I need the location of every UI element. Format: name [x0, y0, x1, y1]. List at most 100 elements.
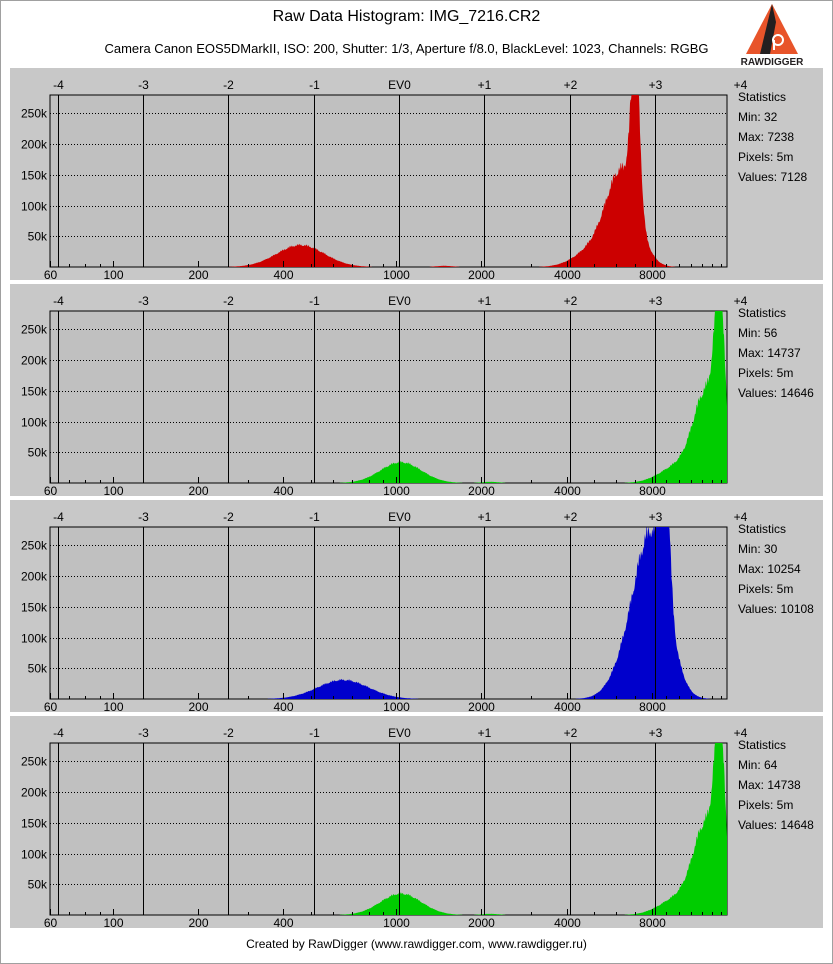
histogram-plot-b: 50k 100k 150k 200k 250k -4 -3 -2 -1 EV0 +1 +2 +3 +4 60… [21, 510, 748, 712]
ev-tick-label: -3 [138, 294, 149, 308]
x-tick-label: 8000 [639, 268, 666, 280]
x-tick-label: 200 [188, 484, 208, 496]
y-tick-label: 100k [21, 632, 48, 646]
histogram-area [50, 527, 727, 699]
stats-values: Values: 14648 [738, 818, 814, 832]
chart-subtitle: Camera Canon EOS5DMarkII, ISO: 200, Shut… [104, 41, 709, 56]
x-tick-label: 200 [188, 268, 208, 280]
ev-tick-label: EV0 [388, 510, 411, 524]
y-tick-label: 100k [21, 416, 48, 430]
x-tick-label: 100 [103, 700, 123, 712]
footer-credit: Created by RawDigger (www.rawdigger.com,… [246, 937, 587, 951]
ev-tick-label: +1 [478, 78, 492, 92]
x-tick-label: 4000 [554, 916, 581, 928]
ev-tick-label: +2 [564, 510, 578, 524]
stats-pixels: Pixels: 5m [738, 366, 794, 380]
stats-max: Max: 14737 [738, 346, 801, 360]
y-tick-label: 100k [21, 848, 48, 862]
logo-text: RAWDIGGER [741, 57, 804, 68]
ev-tick-label: -1 [309, 78, 320, 92]
x-tick-label: 2000 [468, 268, 495, 280]
stats-title: Statistics [738, 90, 787, 104]
histogram-panel-r: 50k 100k 150k 200k 250k -4 -3 -2 -1 EV0 +1 +2 +3 +4 60… [10, 68, 823, 280]
stats-title: Statistics [738, 522, 787, 536]
ev-tick-label: -3 [138, 726, 149, 740]
ev-tick-label: +2 [564, 294, 578, 308]
ev-tick-label: -2 [223, 78, 234, 92]
y-tick-label: 100k [21, 200, 48, 214]
stats-title: Statistics [738, 738, 787, 752]
ev-tick-label: +4 [734, 510, 748, 524]
ev-tick-label: -1 [309, 726, 320, 740]
stats-title: Statistics [738, 306, 787, 320]
x-tick-label: 4000 [554, 268, 581, 280]
ev-tick-label: -4 [53, 726, 64, 740]
chart-title: Raw Data Histogram: IMG_7216.CR2 [272, 8, 541, 25]
ev-tick-label: -2 [223, 726, 234, 740]
y-tick-label: 200k [21, 138, 48, 152]
x-tick-label: 1000 [383, 484, 410, 496]
y-tick-label: 250k [21, 107, 48, 121]
histogram-plot-g: 50k 100k 150k 200k 250k -4 -3 -2 -1 EV0 +1 +2 +3 +4 60… [21, 294, 748, 496]
x-tick-label: 4000 [554, 700, 581, 712]
x-tick-label: 400 [273, 484, 293, 496]
x-tick-label: 60 [44, 484, 58, 496]
y-tick-label: 200k [21, 786, 48, 800]
stats-max: Max: 10254 [738, 562, 801, 576]
x-tick-label: 4000 [554, 484, 581, 496]
ev-tick-label: EV0 [388, 78, 411, 92]
histogram-panel-g: 50k 100k 150k 200k 250k -4 -3 -2 -1 EV0 +1 +2 +3 +4 60… [10, 284, 823, 496]
ev-tick-label: +1 [478, 510, 492, 524]
stats-pixels: Pixels: 5m [738, 582, 794, 596]
ev-tick-label: -2 [223, 510, 234, 524]
stats-pixels: Pixels: 5m [738, 150, 794, 164]
ev-tick-label: -1 [309, 510, 320, 524]
histogram-panel-g2: 50k 100k 150k 200k 250k -4 -3 -2 -1 EV0 +1 +2 +3 +4 60… [10, 716, 823, 928]
ev-tick-label: EV0 [388, 294, 411, 308]
x-tick-label: 200 [188, 916, 208, 928]
ev-tick-label: EV0 [388, 726, 411, 740]
statistics-block-r: Statistics Min: 32 Max: 7238 Pixels: 5m … [738, 87, 822, 187]
y-tick-label: 50k [28, 878, 48, 892]
histogram-panel-b: 50k 100k 150k 200k 250k -4 -3 -2 -1 EV0 +1 +2 +3 +4 60… [10, 500, 823, 712]
y-tick-label: 200k [21, 354, 48, 368]
y-tick-label: 150k [21, 385, 48, 399]
ev-tick-label: -4 [53, 510, 64, 524]
stats-min: Min: 56 [738, 326, 778, 340]
ev-tick-label: +3 [649, 78, 663, 92]
stats-values: Values: 10108 [738, 602, 814, 616]
stats-pixels: Pixels: 5m [738, 798, 794, 812]
y-tick-label: 150k [21, 169, 48, 183]
x-tick-label: 60 [44, 916, 58, 928]
x-tick-label: 2000 [468, 484, 495, 496]
x-tick-label: 2000 [468, 916, 495, 928]
x-tick-label: 1000 [383, 916, 410, 928]
ev-tick-label: -1 [309, 294, 320, 308]
x-tick-label: 8000 [639, 484, 666, 496]
stats-max: Max: 7238 [738, 130, 795, 144]
histogram-plot-g2: 50k 100k 150k 200k 250k -4 -3 -2 -1 EV0 +1 +2 +3 +4 60… [21, 726, 748, 928]
stats-min: Min: 30 [738, 542, 778, 556]
ev-tick-label: +3 [649, 726, 663, 740]
statistics-block-g2: Statistics Min: 64 Max: 14738 Pixels: 5m… [738, 735, 822, 835]
y-tick-label: 150k [21, 817, 48, 831]
ev-tick-label: +4 [734, 726, 748, 740]
ev-tick-label: +3 [649, 510, 663, 524]
ev-tick-label: +4 [734, 294, 748, 308]
plot-area [49, 742, 728, 916]
y-tick-label: 200k [21, 570, 48, 584]
histogram-plot-r: 50k 100k 150k 200k 250k -4 -3 -2 -1 EV0 +1 +2 +3 +4 60… [21, 78, 748, 280]
ev-tick-label: +2 [564, 78, 578, 92]
x-tick-label: 2000 [468, 700, 495, 712]
x-tick-label: 60 [44, 268, 58, 280]
ev-tick-label: -4 [53, 78, 64, 92]
ev-tick-label: +3 [649, 294, 663, 308]
x-tick-label: 8000 [639, 700, 666, 712]
plot-area [49, 310, 728, 484]
ev-tick-label: +1 [478, 294, 492, 308]
ev-tick-label: -2 [223, 294, 234, 308]
y-tick-label: 50k [28, 662, 48, 676]
logo-shadow-icon [760, 4, 776, 54]
ev-tick-label: -3 [138, 510, 149, 524]
y-tick-label: 50k [28, 230, 48, 244]
